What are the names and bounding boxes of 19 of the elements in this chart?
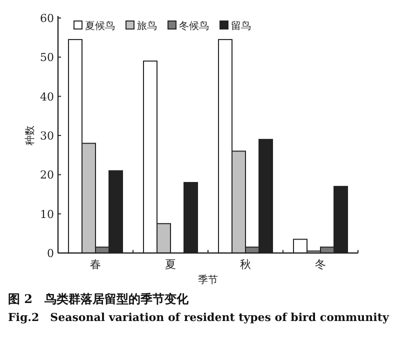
x-axis-title: 季节	[198, 274, 218, 286]
y-tick-label: 40	[40, 90, 54, 104]
x-tick-label: 冬	[315, 258, 326, 271]
y-tick-label: 10	[40, 208, 54, 221]
legend-label: 留鸟	[231, 20, 251, 32]
legend-label: 旅鸟	[137, 20, 157, 32]
y-tick-label: 20	[40, 168, 54, 182]
y-tick-label: 50	[40, 51, 54, 64]
text: Fig.2 Seasonal variation of resident types of bird community	[8, 311, 390, 324]
y-tick-label: 0	[47, 247, 54, 260]
x-tick-label: 秋	[240, 258, 251, 271]
y-tick-label: 30	[40, 130, 54, 142]
legend-label: 冬候鸟	[179, 20, 209, 32]
x-tick-label: 夏	[165, 258, 176, 271]
text: 图 2 鸟类群落居留型的季节变化	[8, 292, 190, 306]
legend-label: 夏候鸟	[85, 20, 115, 32]
x-tick-label: 春	[90, 258, 101, 271]
y-tick-label: 60	[40, 12, 54, 25]
y-axis-title: 种数	[24, 126, 36, 146]
